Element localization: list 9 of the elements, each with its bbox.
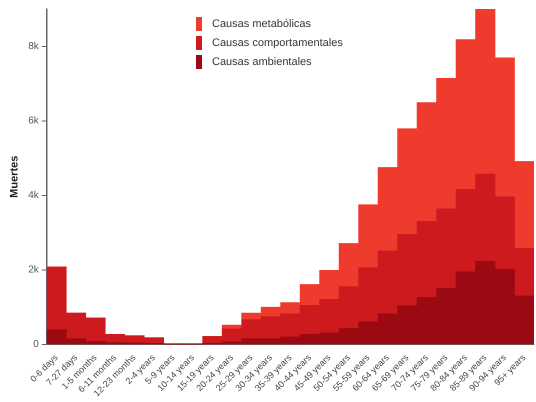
y-tick-label: 0: [33, 339, 40, 350]
y-axis-title: Muertes: [8, 156, 21, 198]
y-tick-label: 6k: [28, 116, 40, 127]
legend-label: Causas metabólicas: [212, 18, 312, 30]
legend-label: Causas comportamentales: [212, 36, 343, 48]
y-tick-label: 4k: [28, 190, 40, 202]
y-tick-label: 8k: [28, 41, 40, 52]
legend-label: Causas ambientales: [212, 56, 312, 68]
y-tick-label: 2k: [28, 264, 40, 276]
